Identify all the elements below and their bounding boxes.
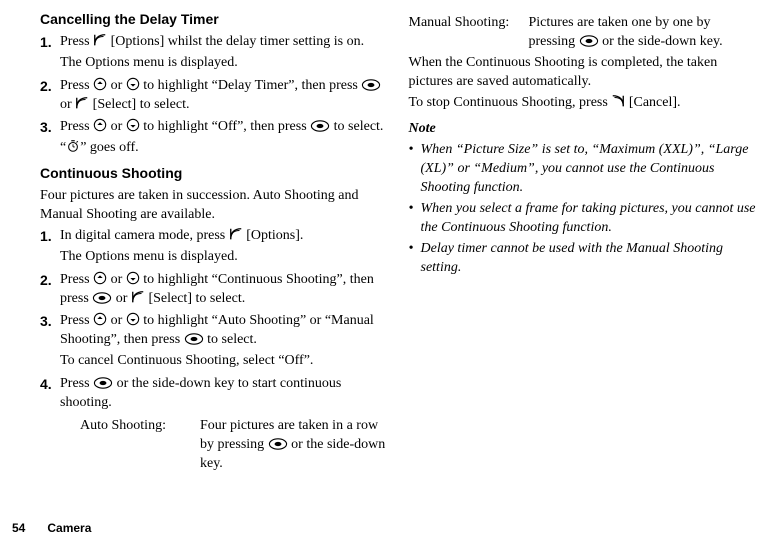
shooting-term: Manual Shooting: bbox=[409, 14, 529, 52]
after-text: To stop Continuous Shooting, press [Canc… bbox=[409, 94, 758, 113]
steps-cancel-delay: 1. Press [Options] whilst the delay time… bbox=[40, 33, 389, 160]
up-icon bbox=[93, 118, 107, 132]
shooting-row-auto: Auto Shooting: Four pictures are taken i… bbox=[80, 417, 389, 474]
bullet: • bbox=[409, 141, 421, 198]
step-text: The Options menu is displayed. bbox=[60, 54, 389, 73]
step-text: Press or the side-down key to start cont… bbox=[60, 375, 389, 413]
note-text: Delay timer cannot be used with the Manu… bbox=[421, 240, 758, 278]
note-item: •When you select a frame for taking pict… bbox=[409, 200, 758, 238]
bullet: • bbox=[409, 200, 421, 238]
center-icon bbox=[310, 120, 330, 132]
step-3: 3. Press or to highlight “Auto Shooting”… bbox=[40, 312, 389, 373]
step-text: “” goes off. bbox=[60, 139, 389, 158]
soft-right-icon bbox=[611, 94, 625, 108]
shooting-term: Auto Shooting: bbox=[80, 417, 200, 474]
columns: Cancelling the Delay Timer 1. Press [Opt… bbox=[40, 10, 757, 480]
up-icon bbox=[93, 312, 107, 326]
step-text: Press [Options] whilst the delay timer s… bbox=[60, 33, 389, 52]
bullet: • bbox=[409, 240, 421, 278]
center-icon bbox=[361, 79, 381, 91]
step-number: 4. bbox=[40, 375, 60, 475]
left-column: Cancelling the Delay Timer 1. Press [Opt… bbox=[40, 10, 389, 480]
note-list: •When “Picture Size” is set to, “Maximum… bbox=[409, 141, 758, 277]
step-3: 3. Press or to highlight “Off”, then pre… bbox=[40, 118, 389, 160]
step-number: 1. bbox=[40, 227, 60, 269]
down-icon bbox=[126, 312, 140, 326]
after-text-pre: To stop Continuous Shooting, press bbox=[409, 95, 612, 110]
center-icon bbox=[579, 35, 599, 47]
down-icon bbox=[126, 271, 140, 285]
step-2: 2. Press or to highlight “Continuous Sho… bbox=[40, 271, 389, 311]
note-item: •When “Picture Size” is set to, “Maximum… bbox=[409, 141, 758, 198]
right-column: Manual Shooting: Pictures are taken one … bbox=[409, 10, 758, 480]
steps-continuous-shooting: 1. In digital camera mode, press [Option… bbox=[40, 227, 389, 476]
shooting-modes-right: Manual Shooting: Pictures are taken one … bbox=[409, 14, 758, 52]
step-text: The Options menu is displayed. bbox=[60, 248, 389, 267]
note-heading: Note bbox=[409, 120, 758, 139]
shooting-def: Four pictures are taken in a row by pres… bbox=[200, 417, 389, 474]
page: Cancelling the Delay Timer 1. Press [Opt… bbox=[0, 0, 777, 548]
timer-icon bbox=[66, 139, 80, 153]
soft-left-icon bbox=[131, 290, 145, 304]
heading-continuous-shooting: Continuous Shooting bbox=[40, 164, 389, 183]
shooting-row-manual: Manual Shooting: Pictures are taken one … bbox=[409, 14, 758, 52]
step-1: 1. In digital camera mode, press [Option… bbox=[40, 227, 389, 269]
down-icon bbox=[126, 77, 140, 91]
step-text: In digital camera mode, press [Options]. bbox=[60, 227, 389, 246]
step-number: 1. bbox=[40, 33, 60, 75]
page-title: Camera bbox=[47, 521, 91, 535]
down-icon bbox=[126, 118, 140, 132]
center-icon bbox=[92, 292, 112, 304]
shooting-modes: Auto Shooting: Four pictures are taken i… bbox=[80, 417, 389, 474]
up-icon bbox=[93, 271, 107, 285]
soft-left-icon bbox=[93, 33, 107, 47]
step-number: 2. bbox=[40, 271, 60, 311]
intro-text: Four pictures are taken in succession. A… bbox=[40, 187, 389, 225]
after-text: When the Continuous Shooting is complete… bbox=[409, 54, 758, 92]
soft-left-icon bbox=[75, 96, 89, 110]
soft-left-icon bbox=[229, 227, 243, 241]
heading-cancel-delay: Cancelling the Delay Timer bbox=[40, 10, 389, 29]
after-text-post: [Cancel]. bbox=[629, 95, 681, 110]
step-text: Press or to highlight “Continuous Shooti… bbox=[60, 271, 389, 309]
page-number: 54 bbox=[12, 521, 25, 535]
step-text: To cancel Continuous Shooting, select “O… bbox=[60, 352, 389, 371]
center-icon bbox=[184, 333, 204, 345]
step-text: Press or to highlight “Auto Shooting” or… bbox=[60, 312, 389, 350]
step-text: Press or to highlight “Delay Timer”, the… bbox=[60, 77, 389, 115]
step-1: 1. Press [Options] whilst the delay time… bbox=[40, 33, 389, 75]
step-text: Press or to highlight “Off”, then press … bbox=[60, 118, 389, 137]
center-icon bbox=[93, 377, 113, 389]
step-number: 3. bbox=[40, 312, 60, 373]
step-2: 2. Press or to highlight “Delay Timer”, … bbox=[40, 77, 389, 117]
up-icon bbox=[93, 77, 107, 91]
note-text: When you select a frame for taking pictu… bbox=[421, 200, 758, 238]
page-footer: 54 Camera bbox=[12, 520, 91, 536]
step-number: 3. bbox=[40, 118, 60, 160]
note-text: When “Picture Size” is set to, “Maximum … bbox=[421, 141, 758, 198]
shooting-def: Pictures are taken one by one by pressin… bbox=[529, 14, 758, 52]
center-icon bbox=[268, 438, 288, 450]
step-4: 4. Press or the side-down key to start c… bbox=[40, 375, 389, 475]
note-item: •Delay timer cannot be used with the Man… bbox=[409, 240, 758, 278]
step-number: 2. bbox=[40, 77, 60, 117]
